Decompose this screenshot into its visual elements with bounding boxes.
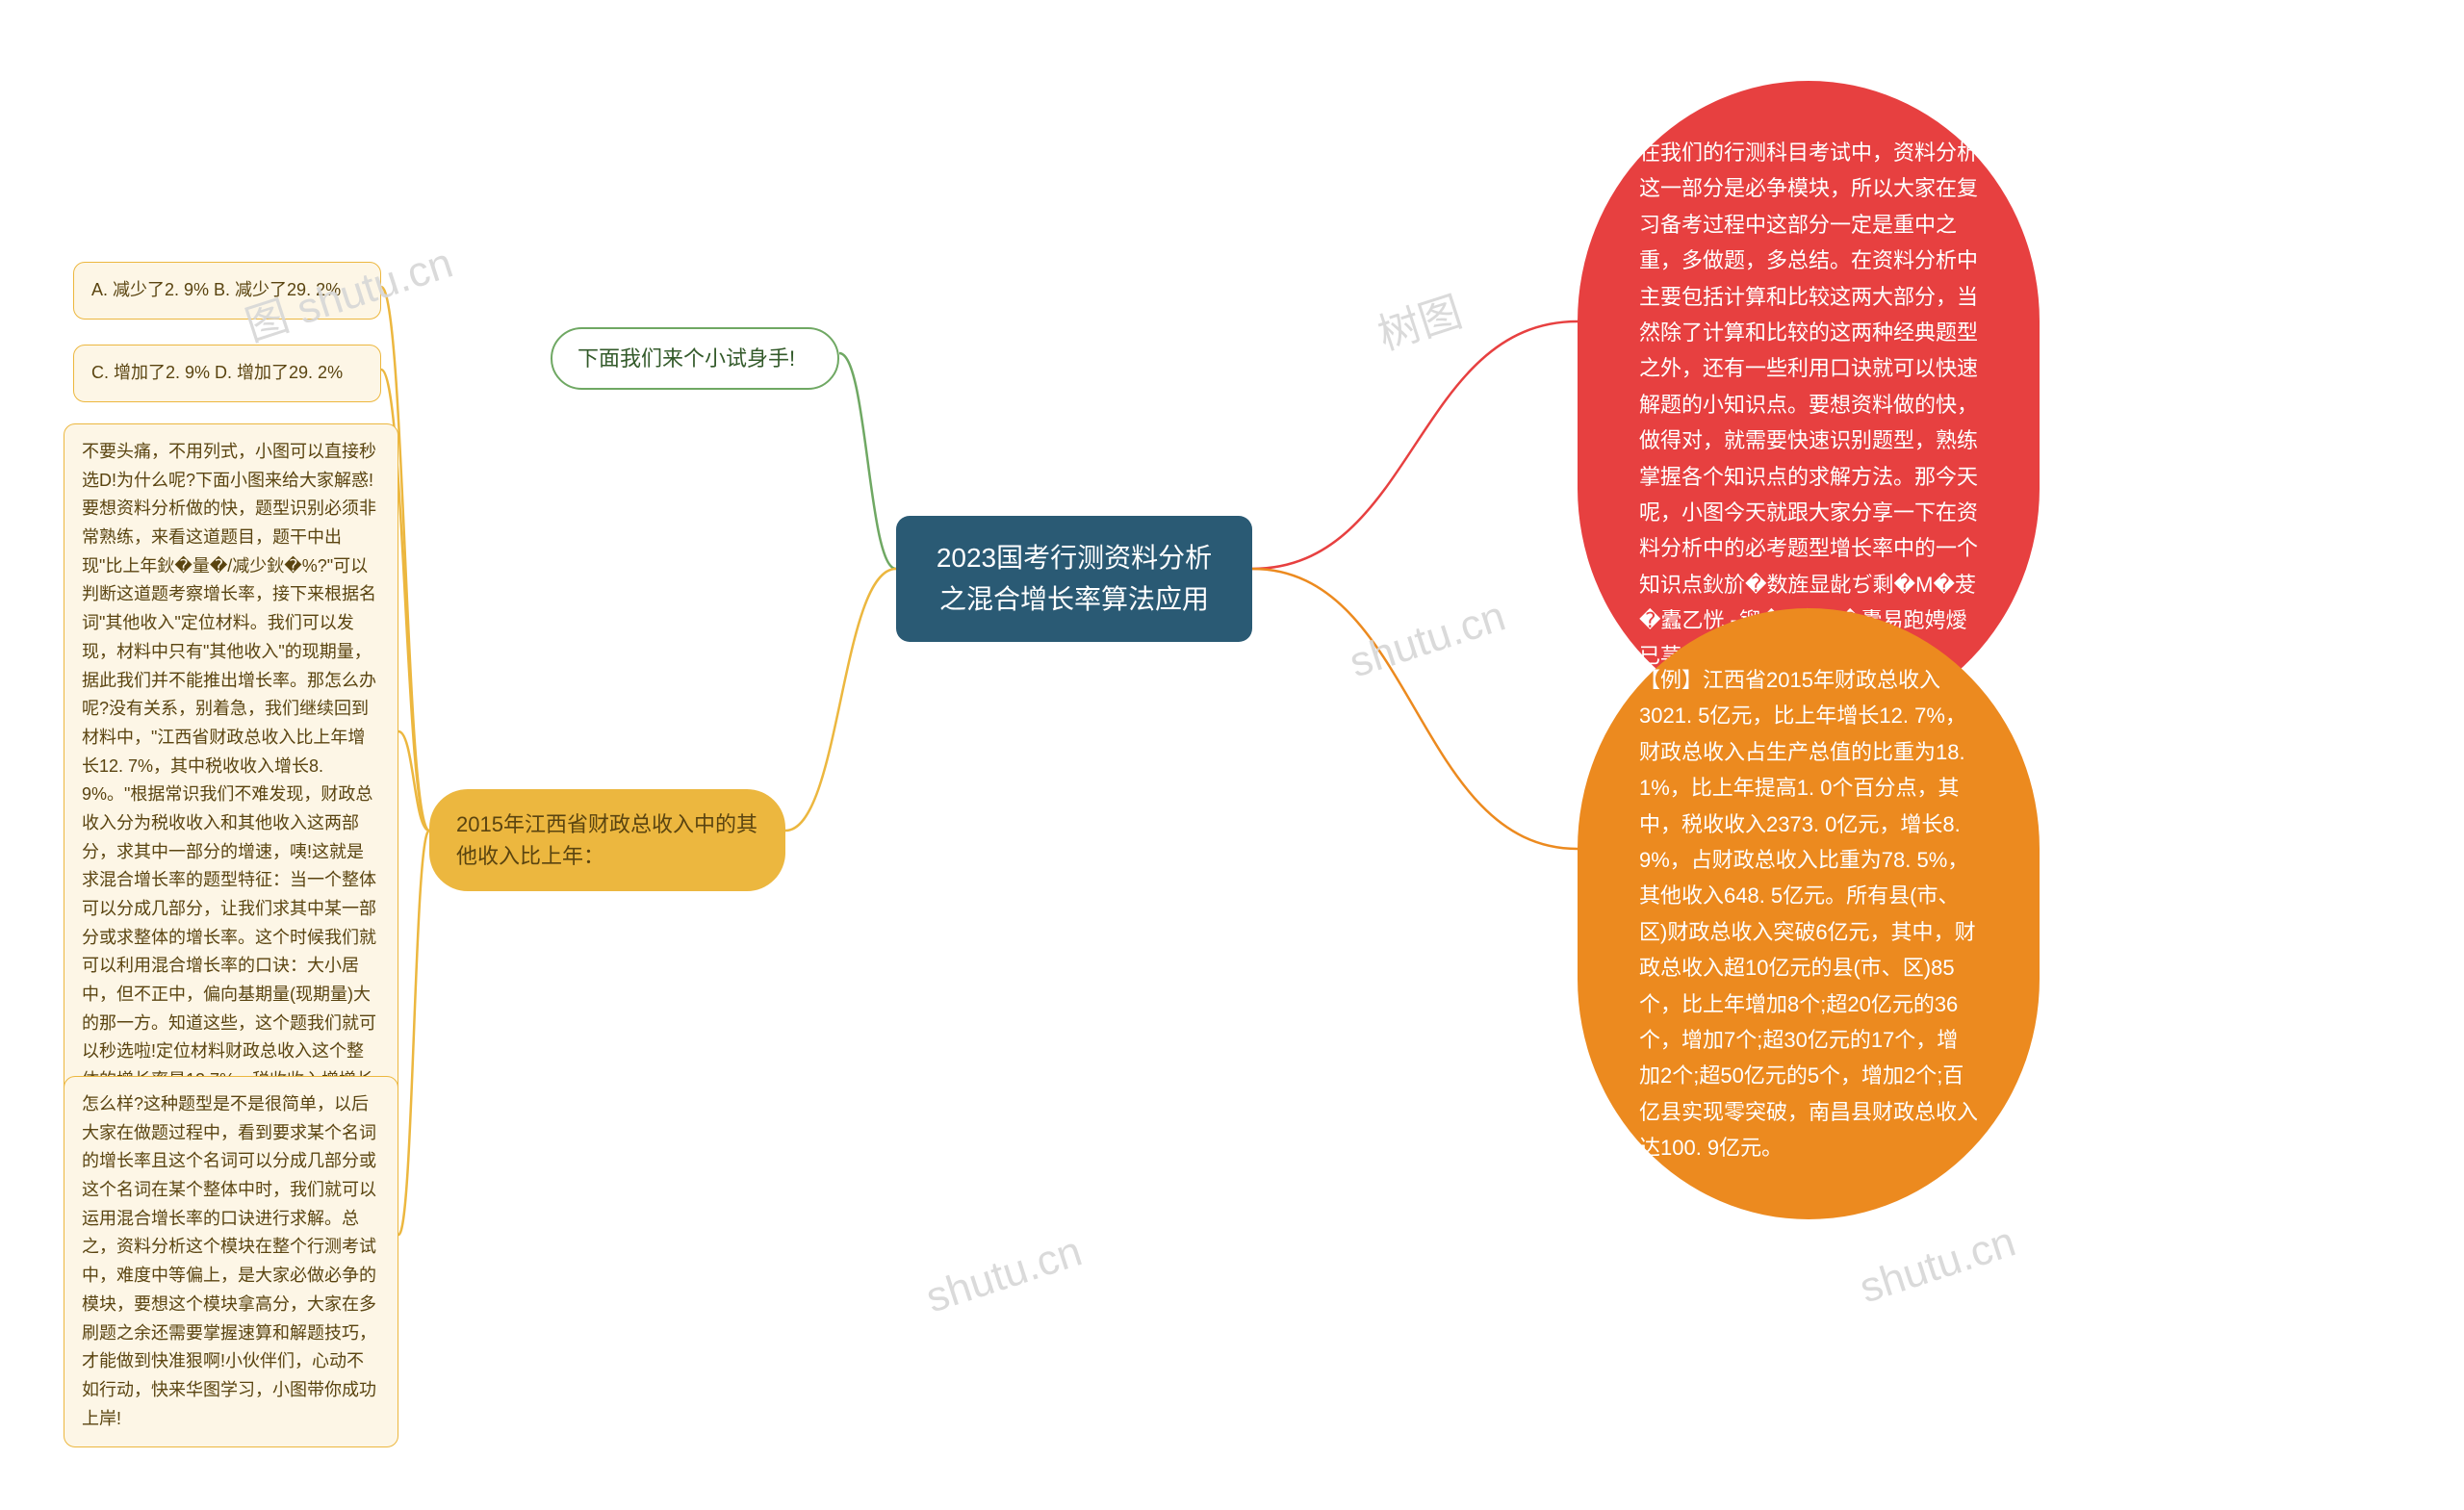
watermark: 树图 (1369, 277, 1468, 362)
edge (398, 731, 429, 831)
leaf-c-text: C. 增加了2. 9% D. 增加了29. 2% (91, 363, 343, 382)
leaf-summary: 怎么样?这种题型是不是很简单，以后大家在做题过程中，看到要求某个名词的增长率且这… (64, 1076, 398, 1447)
center-title: 2023国考行测资料分析之混合增长率算法应用 (937, 543, 1212, 614)
edge (785, 569, 896, 831)
watermark: shutu.cn (920, 1228, 1088, 1323)
leaf-a-text: A. 减少了2. 9% B. 减少了29. 2% (91, 280, 341, 299)
red-text: 在我们的行测科目考试中，资料分析这一部分是必争模块，所以大家在复习备考过程中这部… (1639, 141, 1978, 668)
leaf-option-ab: A. 减少了2. 9% B. 减少了29. 2% (73, 262, 381, 320)
green-node: 下面我们来个小试身手! (551, 327, 839, 390)
center-node: 2023国考行测资料分析之混合增长率算法应用 (896, 516, 1252, 642)
orange-text: 【例】江西省2015年财政总收入3021. 5亿元，比上年增长12. 7%，财政… (1639, 668, 1978, 1160)
yellow-node: 2015年江西省财政总收入中的其他收入比上年： (429, 789, 785, 891)
orange-node: 【例】江西省2015年财政总收入3021. 5亿元，比上年增长12. 7%，财政… (1578, 608, 2040, 1219)
edge (839, 353, 896, 569)
edge (1252, 569, 1578, 849)
yellow-text: 2015年江西省财政总收入中的其他收入比上年： (456, 812, 757, 868)
edge (1252, 321, 1578, 569)
watermark: shutu.cn (1344, 593, 1511, 688)
green-text: 下面我们来个小试身手! (578, 346, 795, 371)
leaf-sum-text: 怎么样?这种题型是不是很简单，以后大家在做题过程中，看到要求某个名词的增长率且这… (82, 1094, 376, 1428)
watermark: shutu.cn (1854, 1218, 2021, 1314)
edge (398, 831, 429, 1235)
leaf-option-cd: C. 增加了2. 9% D. 增加了29. 2% (73, 345, 381, 402)
